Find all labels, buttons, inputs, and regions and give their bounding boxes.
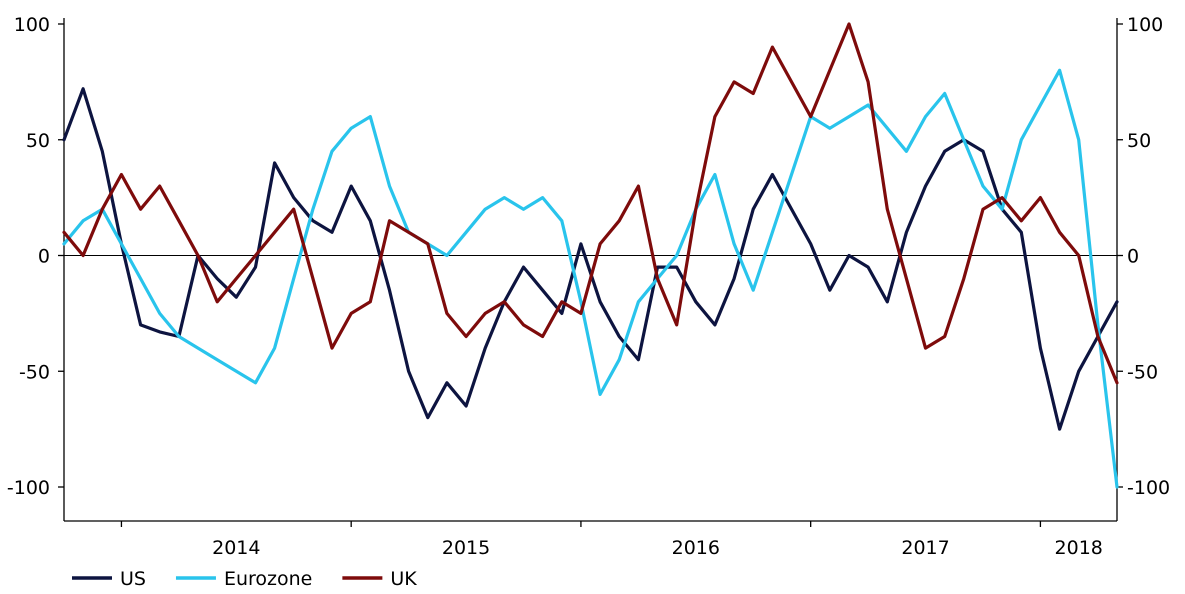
x-tick-label: 2016 (672, 537, 720, 559)
y-tick-label-right: -50 (1127, 361, 1158, 383)
legend-label-uk: UK (390, 568, 417, 590)
y-tick-label-left: 0 (38, 246, 50, 268)
series-line-us (62, 87, 1119, 431)
legend-label-us: US (120, 568, 146, 590)
x-tick-label: 2014 (212, 537, 260, 559)
series-line-eurozone (62, 68, 1119, 489)
y-tick-label-left: -50 (19, 361, 50, 383)
x-tick-label: 2015 (442, 537, 490, 559)
series-line-uk (62, 22, 1119, 385)
legend: US Eurozone UK (72, 568, 417, 590)
y-tick-label-left: -100 (7, 477, 50, 499)
y-tick-label-right: 0 (1127, 246, 1139, 268)
tick-labels: 100 100 50 50 0 0 -50 -50 -100 -100 2014 2015 2016 20… (7, 14, 1170, 559)
x-tick-label: 2018 (1055, 537, 1103, 559)
axes (58, 18, 1123, 527)
y-tick-label-right: 50 (1127, 130, 1151, 152)
legend-label-eurozone: Eurozone (224, 568, 312, 590)
y-tick-label-left: 100 (14, 14, 50, 36)
y-tick-label-right: -100 (1127, 477, 1170, 499)
y-tick-label-left: 50 (26, 130, 50, 152)
x-tick-label: 2017 (901, 537, 949, 559)
y-tick-label-right: 100 (1127, 14, 1163, 36)
series-lines (62, 22, 1119, 489)
